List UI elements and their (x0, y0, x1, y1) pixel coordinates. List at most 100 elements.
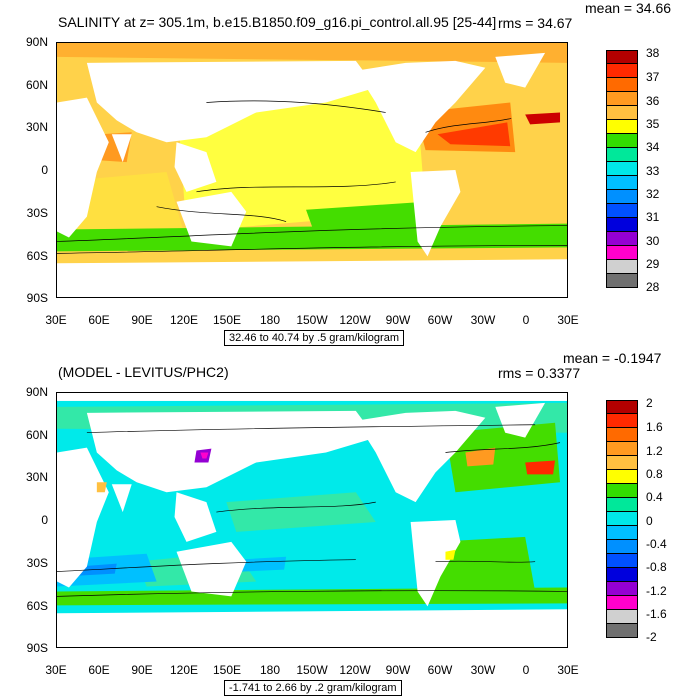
colorbar-swatch (606, 554, 638, 568)
colorbar-swatch (606, 582, 638, 596)
colorbar-label: 0.4 (646, 490, 663, 504)
colorbar-label: -0.8 (646, 560, 667, 574)
colorbar-swatch (606, 484, 638, 498)
colorbar-swatch (606, 540, 638, 554)
lon-label: 120E (169, 313, 199, 327)
lon-label: 150W (296, 313, 328, 327)
colorbar-label: -2 (646, 630, 657, 644)
panel-title: SALINITY at z= 305.1m, b.e15.B1850.f09_g… (58, 14, 497, 30)
lon-label: 30E (45, 313, 67, 327)
panel-title: (MODEL - LEVITUS/PHC2) (58, 364, 229, 380)
lat-label: 30S (26, 206, 48, 220)
lon-label: 120W (339, 313, 371, 327)
colorbar-label: 37 (646, 70, 660, 84)
colorbar-label: 38 (646, 46, 660, 60)
colorbar-label: -0.4 (646, 537, 667, 551)
colorbar-swatch (606, 120, 638, 134)
colorbar-label: 33 (646, 164, 660, 178)
lat-label: 30N (25, 470, 48, 484)
lon-label: 180 (259, 663, 281, 677)
colorbar-label: 1.6 (646, 420, 663, 434)
lon-label: 90E (131, 313, 153, 327)
contour-info-box: -1.741 to 2.66 by .2 gram/kilogram (224, 680, 402, 696)
colorbar-swatch (606, 442, 638, 456)
colorbar-swatch (606, 274, 638, 288)
colorbar-swatch (606, 176, 638, 190)
colorbar-swatch (606, 512, 638, 526)
colorbar-swatch (606, 624, 638, 638)
salinity-panel: SALINITY at z= 305.1m, b.e15.B1850.f09_g… (25, 0, 672, 346)
contour-info-box: 32.46 to 40.74 by .5 gram/kilogram (224, 330, 404, 346)
colorbar-swatch (606, 232, 638, 246)
lat-label: 60S (26, 249, 48, 263)
salinity-map (56, 42, 568, 298)
lat-label: 60N (25, 78, 48, 92)
colorbar (606, 400, 638, 638)
lon-label: 120E (169, 663, 199, 677)
colorbar-swatch (606, 190, 638, 204)
lon-label: 30E (557, 663, 579, 677)
colorbar-label: 28 (646, 280, 660, 294)
lon-label: 150E (212, 313, 242, 327)
colorbar-swatch (606, 414, 638, 428)
salinity-map-graphic (57, 43, 567, 297)
lon-label: 0 (522, 313, 530, 327)
lon-label: 0 (522, 663, 530, 677)
colorbar-swatch (606, 260, 638, 274)
difference-panel: (MODEL - LEVITUS/PHC2) mean = -0.1947 rm… (0, 350, 700, 700)
colorbar-swatch (606, 106, 638, 120)
lat-label: 90S (26, 641, 48, 655)
lat-label: 90N (25, 385, 48, 399)
colorbar-label: 30 (646, 234, 660, 248)
colorbar-swatch (606, 92, 638, 106)
colorbar-swatch (606, 428, 638, 442)
lon-label: 30E (45, 663, 67, 677)
lat-label: 30N (25, 120, 48, 134)
colorbar-swatch (606, 610, 638, 624)
colorbar-label: -1.6 (646, 607, 667, 621)
colorbar-swatch (606, 134, 638, 148)
lon-label: 90W (385, 313, 411, 327)
colorbar-label: 1.2 (646, 444, 663, 458)
lat-label: 90N (25, 35, 48, 49)
colorbar-swatch (606, 204, 638, 218)
lon-label: 120W (339, 663, 371, 677)
colorbar-swatch (606, 498, 638, 512)
lat-label: 0 (41, 163, 48, 177)
lat-label: 90S (26, 291, 48, 305)
mean-value: mean = 34.66 (585, 0, 672, 16)
lat-label: 30S (26, 556, 48, 570)
colorbar-swatch (606, 246, 638, 260)
rms-value: rms = 34.67 (498, 15, 573, 31)
lon-label: 60W (427, 663, 453, 677)
colorbar-swatch (606, 526, 638, 540)
colorbar-swatch (606, 148, 638, 162)
colorbar-label: 2 (646, 396, 653, 410)
lon-label: 30W (470, 663, 496, 677)
colorbar-swatch (606, 78, 638, 92)
colorbar-swatch (606, 400, 638, 414)
colorbar-label: 0.8 (646, 467, 663, 481)
rms-value: rms = 0.3377 (498, 365, 581, 381)
lon-label: 180 (259, 313, 281, 327)
lon-label: 90E (131, 663, 153, 677)
colorbar-label: -1.2 (646, 584, 667, 598)
lon-label: 30W (470, 313, 496, 327)
colorbar-swatch (606, 568, 638, 582)
lat-label: 0 (41, 513, 48, 527)
lat-label: 60S (26, 599, 48, 613)
colorbar-label: 36 (646, 94, 660, 108)
colorbar-swatch (606, 470, 638, 484)
colorbar-swatch (606, 64, 638, 78)
colorbar (606, 50, 638, 288)
difference-map-graphic (57, 393, 567, 647)
colorbar-swatch (606, 456, 638, 470)
lon-label: 60E (88, 663, 110, 677)
lon-label: 60E (88, 313, 110, 327)
lon-label: 90W (385, 663, 411, 677)
colorbar-label: 29 (646, 257, 660, 271)
colorbar-swatch (606, 50, 638, 64)
colorbar-swatch (606, 596, 638, 610)
colorbar-swatch (606, 162, 638, 176)
colorbar-label: 0 (646, 514, 653, 528)
